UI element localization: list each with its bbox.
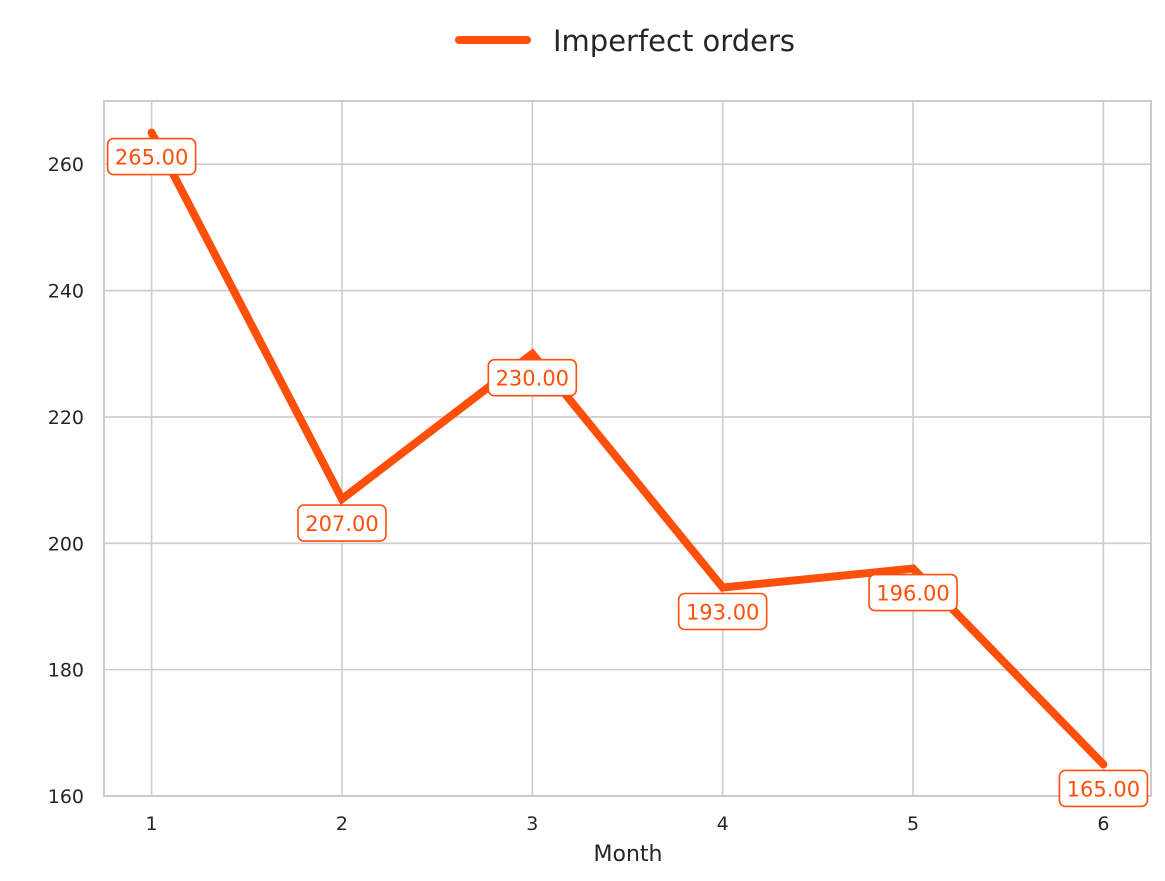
x-axis-title: Month xyxy=(594,842,663,867)
data-label-box xyxy=(297,504,387,542)
legend-label: Imperfect orders xyxy=(553,24,795,58)
data-label-box xyxy=(868,573,958,612)
data-labels: 265.00 207.00 230.00 193.00 196.00 165.00 xyxy=(106,137,1149,808)
data-label: 196.00 xyxy=(868,573,958,612)
data-label-value: 196.00 xyxy=(876,582,949,606)
y-tick-label: 180 xyxy=(48,660,84,682)
x-tick-label: 3 xyxy=(526,813,538,835)
data-label-box xyxy=(677,592,768,631)
x-tick-label: 5 xyxy=(907,813,919,835)
x-tick-label: 6 xyxy=(1097,813,1109,835)
y-tick-label: 260 xyxy=(48,154,84,176)
data-label-box xyxy=(487,358,578,397)
grid xyxy=(104,101,1151,796)
data-label-value: 207.00 xyxy=(305,512,378,536)
y-tick-label: 220 xyxy=(48,407,84,429)
data-label: 230.00 xyxy=(487,358,578,397)
data-label-box xyxy=(1058,769,1149,808)
data-label-box xyxy=(106,137,197,176)
y-axis-ticks: 160 180 200 220 240 260 xyxy=(48,154,84,808)
x-tick-label: 2 xyxy=(336,813,348,835)
y-tick-label: 160 xyxy=(48,786,84,808)
data-label-value: 165.00 xyxy=(1067,777,1140,801)
y-tick-label: 240 xyxy=(48,281,84,303)
data-label-value: 230.00 xyxy=(496,367,569,391)
legend: Imperfect orders xyxy=(455,24,795,58)
data-label: 193.00 xyxy=(677,592,768,631)
data-label-value: 265.00 xyxy=(115,146,188,170)
data-label: 165.00 xyxy=(1058,769,1149,808)
x-tick-label: 4 xyxy=(717,813,729,835)
y-tick-label: 200 xyxy=(48,533,84,555)
data-label: 207.00 xyxy=(297,504,387,542)
data-label: 265.00 xyxy=(106,137,197,176)
data-label-value: 193.00 xyxy=(686,601,759,625)
x-tick-label: 1 xyxy=(146,813,158,835)
x-axis-ticks: 1 2 3 4 5 6 xyxy=(146,813,1110,835)
plot-area-frame xyxy=(103,100,1152,797)
